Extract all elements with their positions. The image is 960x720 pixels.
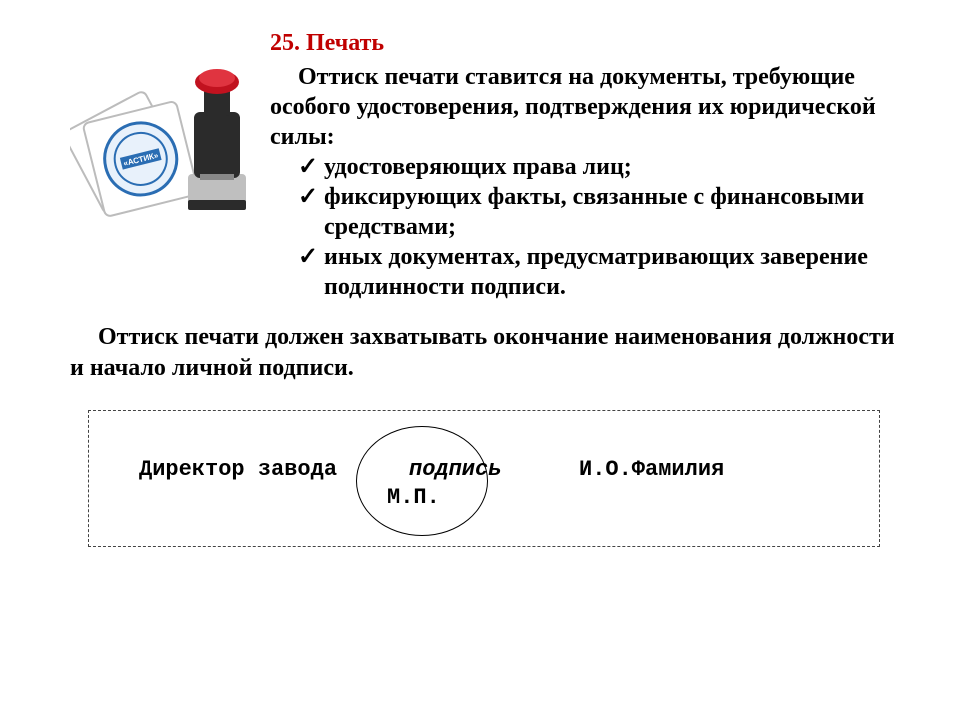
stamp-illustration: «АСТИК» xyxy=(60,28,270,302)
mid-paragraph: Оттиск печати должен захватывать окончан… xyxy=(70,322,900,384)
bullet-item: удостоверяющих права лиц; xyxy=(298,152,920,182)
intro-paragraph: Оттиск печати ставится на документы, тре… xyxy=(270,62,920,152)
example-position-label: Директор завода xyxy=(139,457,337,482)
bullet-item: фиксирующих факты, связанные с финансовы… xyxy=(298,182,920,242)
stamp-icon: «АСТИК» xyxy=(70,56,260,226)
example-stamp-label: М.П. xyxy=(387,485,440,510)
example-name-label: И.О.Фамилия xyxy=(579,457,724,482)
bullet-item: иных документах, предусматривающих завер… xyxy=(298,242,920,302)
example-signature-label: подпись xyxy=(409,457,501,482)
section-heading: 25. Печать xyxy=(270,28,920,58)
signature-example-box: Директор завода подпись И.О.Фамилия М.П. xyxy=(88,410,880,547)
bullet-list: удостоверяющих права лиц; фиксирующих фа… xyxy=(298,152,920,302)
